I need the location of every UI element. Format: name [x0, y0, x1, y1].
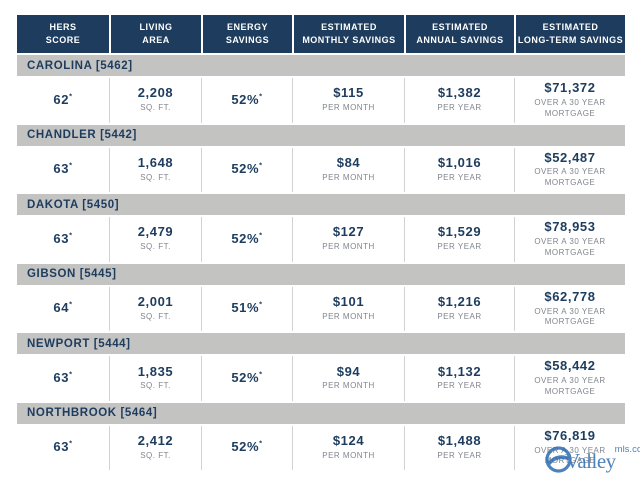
energy-savings-cell: 52%*: [201, 217, 292, 262]
table-header-row: HERS SCORE LIVING AREA ENERGY SAVINGS ES…: [17, 15, 625, 53]
living-area-cell: 1,835 SQ. FT.: [109, 356, 201, 401]
table-row: 63* 2,412 SQ. FT. 52%* $124 PER MONTH $1…: [17, 425, 625, 471]
footnote-asterisk: *: [259, 230, 263, 240]
monthly-savings-cell: $127 PER MONTH: [292, 217, 404, 262]
energy-savings-cell: 52%*: [201, 78, 292, 123]
living-area-cell: 2,001 SQ. FT.: [109, 286, 201, 332]
longterm-savings-cell: $76,819 OVER A 30 YEAR MORTGAGE: [514, 425, 625, 471]
living-area-cell: 2,479 SQ. FT.: [109, 217, 201, 262]
hers-score-cell: 63*: [17, 425, 109, 471]
table-row: 62* 2,208 SQ. FT. 52%* $115 PER MONTH $1…: [17, 78, 625, 123]
monthly-savings-cell: $84 PER MONTH: [292, 147, 404, 193]
energy-savings-cell: 51%*: [201, 286, 292, 332]
footnote-asterisk: *: [69, 230, 73, 240]
footnote-asterisk: *: [259, 439, 263, 449]
model-name: CAROLINA [5462]: [27, 59, 133, 72]
annual-savings-cell: $1,529 PER YEAR: [404, 217, 514, 262]
longterm-savings-cell: $71,372 OVER A 30 YEAR MORTGAGE: [514, 78, 625, 123]
annual-savings-cell: $1,016 PER YEAR: [404, 147, 514, 193]
hers-score-cell: 62*: [17, 78, 109, 123]
hers-score-cell: 63*: [17, 356, 109, 401]
living-area-cell: 2,412 SQ. FT.: [109, 425, 201, 471]
model-band-northbrook: NORTHBROOK [5464]: [17, 402, 625, 424]
footnote-asterisk: *: [259, 91, 263, 101]
longterm-savings-cell: $52,487 OVER A 30 YEAR MORTGAGE: [514, 147, 625, 193]
model-band-carolina: CAROLINA [5462]: [17, 55, 625, 76]
footnote-asterisk: *: [259, 161, 263, 170]
model-band-newport: NEWPORT [5444]: [17, 333, 625, 355]
savings-table: HERS SCORE LIVING AREA ENERGY SAVINGS ES…: [17, 15, 625, 471]
model-name: DAKOTA [5450]: [27, 198, 120, 211]
table-row: 63* 1,648 SQ. FT. 52%* $84 PER MONTH $1,…: [17, 147, 625, 193]
table-row: 64* 2,001 SQ. FT. 51%* $101 PER MONTH $1…: [17, 286, 625, 332]
header-energy-savings: ENERGY SAVINGS: [201, 15, 292, 53]
annual-savings-cell: $1,488 PER YEAR: [404, 425, 514, 471]
model-name: GIBSON [5445]: [27, 268, 117, 281]
model-band-chandler: CHANDLER [5442]: [17, 124, 625, 146]
energy-savings-cell: 52%*: [201, 425, 292, 471]
longterm-savings-cell: $78,953 OVER A 30 YEAR MORTGAGE: [514, 217, 625, 262]
table-row: 63* 2,479 SQ. FT. 52%* $127 PER MONTH $1…: [17, 217, 625, 262]
header-annual-savings: ESTIMATED ANNUAL SAVINGS: [404, 15, 514, 53]
hers-score-cell: 63*: [17, 217, 109, 262]
hers-score-cell: 64*: [17, 286, 109, 332]
annual-savings-cell: $1,216 PER YEAR: [404, 286, 514, 332]
model-band-gibson: GIBSON [5445]: [17, 263, 625, 285]
footnote-asterisk: *: [69, 369, 73, 379]
annual-savings-cell: $1,132 PER YEAR: [404, 356, 514, 401]
model-name: NORTHBROOK [5464]: [27, 407, 158, 420]
header-living-area: LIVING AREA: [109, 15, 201, 53]
monthly-savings-cell: $124 PER MONTH: [292, 425, 404, 471]
longterm-savings-cell: $62,778 OVER A 30 YEAR MORTGAGE: [514, 286, 625, 332]
monthly-savings-cell: $101 PER MONTH: [292, 286, 404, 332]
monthly-savings-cell: $115 PER MONTH: [292, 78, 404, 123]
longterm-savings-cell: $58,442 OVER A 30 YEAR MORTGAGE: [514, 356, 625, 401]
living-area-cell: 1,648 SQ. FT.: [109, 147, 201, 193]
energy-savings-cell: 52%*: [201, 356, 292, 401]
footnote-asterisk: *: [259, 369, 263, 379]
footnote-asterisk: *: [69, 91, 73, 101]
header-longterm-savings: ESTIMATED LONG-TERM SAVINGS: [514, 15, 625, 53]
table-row: 63* 1,835 SQ. FT. 52%* $94 PER MONTH $1,…: [17, 356, 625, 401]
energy-savings-cell: 52%*: [201, 147, 292, 193]
annual-savings-cell: $1,382 PER YEAR: [404, 78, 514, 123]
model-band-dakota: DAKOTA [5450]: [17, 194, 625, 216]
model-name: NEWPORT [5444]: [27, 337, 131, 350]
footnote-asterisk: *: [69, 439, 73, 449]
living-area-cell: 2,208 SQ. FT.: [109, 78, 201, 123]
model-name: CHANDLER [5442]: [27, 129, 137, 142]
footnote-asterisk: *: [69, 300, 73, 310]
footnote-asterisk: *: [69, 161, 73, 170]
header-monthly-savings: ESTIMATED MONTHLY SAVINGS: [292, 15, 404, 53]
hers-score-cell: 63*: [17, 147, 109, 193]
header-hers-score: HERS SCORE: [17, 15, 109, 53]
footnote-asterisk: *: [259, 300, 263, 310]
monthly-savings-cell: $94 PER MONTH: [292, 356, 404, 401]
